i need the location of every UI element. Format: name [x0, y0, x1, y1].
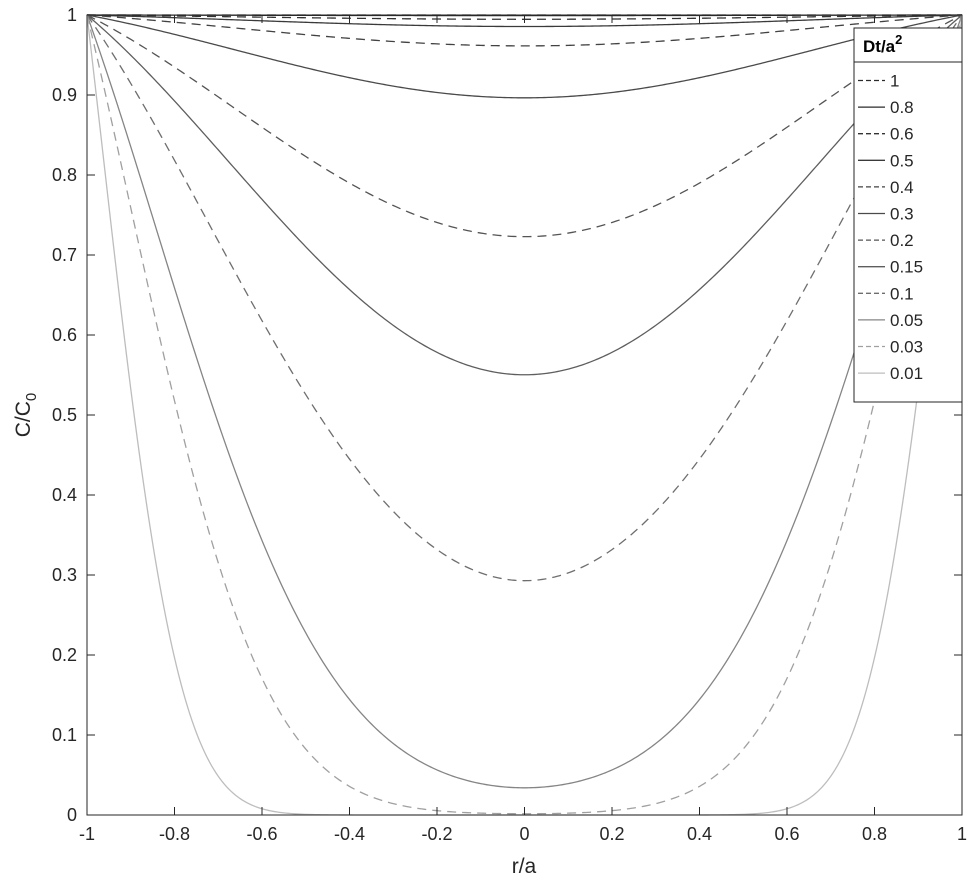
y-tick-label: 0.8: [52, 165, 77, 185]
x-tick-label: -0.6: [246, 824, 277, 844]
legend-item-0.8: 0.8: [858, 98, 914, 117]
legend-label: 0.6: [890, 125, 914, 144]
legend-label: 0.5: [890, 151, 914, 170]
legend-label: 0.3: [890, 205, 914, 224]
series-line-0.1: [86, 14, 963, 582]
x-tick-label: -0.4: [334, 824, 365, 844]
legend-label: 0.15: [890, 258, 923, 277]
y-axis-title-base: C/C: [12, 401, 35, 437]
legend-item-0.6: 0.6: [858, 125, 914, 144]
legend-label: 0.05: [890, 311, 923, 330]
y-tick-label: 0.9: [52, 85, 77, 105]
legend-item-0.01: 0.01: [858, 364, 923, 383]
legend-item-0.5: 0.5: [858, 151, 914, 170]
plot-background: [87, 15, 962, 815]
legend-item-0.03: 0.03: [858, 338, 923, 357]
legend: Dt/a2 1 0.8 0.6 0.5 0.4 0.3 0.2 0.15 0.1 0.05 0.03…: [853, 27, 963, 403]
x-tick-label: -0.8: [159, 824, 190, 844]
x-tick-label: 0.6: [774, 824, 799, 844]
legend-label: 0.4: [890, 178, 914, 197]
y-tick-label: 0.7: [52, 245, 77, 265]
tick-layer: [86, 14, 963, 816]
x-tick-label: 0.2: [599, 824, 624, 844]
x-tick-label: -1: [79, 824, 95, 844]
legend-title-base: Dt/a: [863, 37, 896, 56]
y-tick-label: 0.2: [52, 645, 77, 665]
y-tick-label: 0: [67, 805, 77, 825]
legend-item-0.4: 0.4: [858, 178, 914, 197]
x-tick-label: 0.8: [862, 824, 887, 844]
series-line-0.3: [86, 14, 963, 99]
legend-title-box: [853, 27, 963, 63]
x-tick-label: 0: [519, 824, 529, 844]
y-tick-label: 0.3: [52, 565, 77, 585]
legend-item-0.2: 0.2: [858, 231, 914, 250]
legend-item-1: 1: [858, 72, 899, 91]
legend-label: 1: [890, 72, 899, 91]
y-tick-label: 0.5: [52, 405, 77, 425]
y-tick-label: 1: [67, 5, 77, 25]
legend-label: 0.03: [890, 338, 923, 357]
y-tick-label: 0.4: [52, 485, 77, 505]
legend-label: 0.8: [890, 98, 914, 117]
series-line-0.5: [86, 14, 963, 28]
x-tick-labels: -1 -0.8 -0.6 -0.4 -0.2 0 0.2 0.4 0.6 0.8 1: [79, 824, 967, 844]
legend-label: 0.01: [890, 364, 923, 383]
legend-item-0.05: 0.05: [858, 311, 923, 330]
y-axis-title: C/C0: [12, 393, 40, 438]
y-tick-labels: 0 0.1 0.2 0.3 0.4 0.5 0.6 0.7 0.8 0.9 1: [52, 5, 77, 825]
y-tick-label: 0.6: [52, 325, 77, 345]
series-line-0.15: [86, 14, 963, 376]
y-axis-title-subscript: 0: [23, 393, 40, 401]
legend-title-superscript: 2: [895, 32, 902, 47]
x-axis-title: r/a: [512, 855, 537, 878]
legend-item-0.1: 0.1: [858, 284, 914, 303]
legend-item-0.15: 0.15: [858, 258, 923, 277]
series-line-0.4: [86, 14, 963, 47]
legend-box: [853, 61, 963, 403]
series-line-0.05: [86, 14, 963, 789]
legend-label: 0.1: [890, 284, 914, 303]
y-tick-label: 0.1: [52, 725, 77, 745]
legend-items: 1 0.8 0.6 0.5 0.4 0.3 0.2 0.15 0.1 0.05 0.03 0.01: [858, 72, 923, 383]
legend-item-0.3: 0.3: [858, 205, 914, 224]
x-tick-label: 1: [957, 824, 967, 844]
series-line-0.2: [86, 14, 963, 238]
x-tick-label: 0.4: [687, 824, 712, 844]
legend-title: Dt/a2: [863, 32, 902, 56]
legend-label: 0.2: [890, 231, 914, 250]
x-tick-label: -0.2: [421, 824, 452, 844]
